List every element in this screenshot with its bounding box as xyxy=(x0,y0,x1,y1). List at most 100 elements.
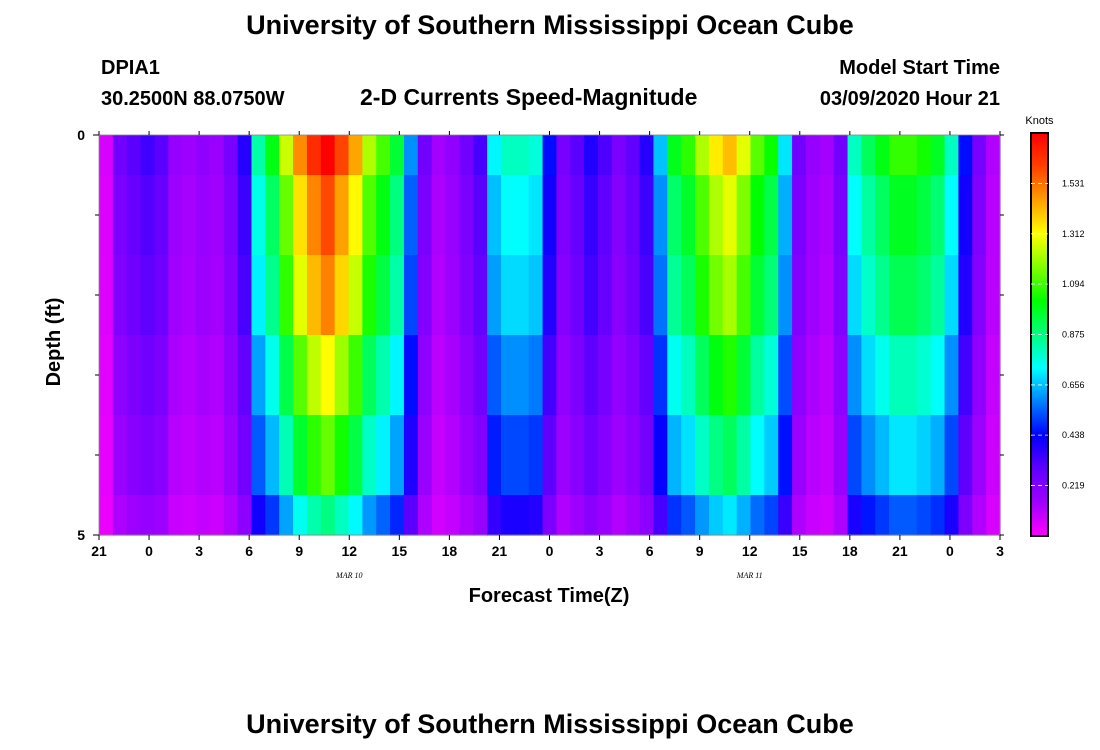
heatmap-cell xyxy=(972,295,987,336)
heatmap-cell xyxy=(348,375,363,416)
heatmap-cell xyxy=(223,135,239,176)
heatmap-cell xyxy=(833,295,849,336)
heatmap-cell xyxy=(889,335,904,376)
heatmap-cell xyxy=(528,175,544,216)
heatmap-cell xyxy=(154,255,169,296)
heatmap-cell xyxy=(944,375,960,416)
heatmap-cell xyxy=(99,175,114,216)
heatmap-cell xyxy=(306,415,322,456)
heatmap-cell xyxy=(639,415,655,456)
heatmap-cell xyxy=(875,495,890,536)
heatmap-cell xyxy=(348,455,363,496)
heatmap-cells xyxy=(99,135,1001,536)
heatmap-cell xyxy=(708,295,724,336)
heatmap-cell xyxy=(625,375,641,416)
heatmap-cell xyxy=(778,295,793,336)
heatmap-cell xyxy=(764,415,779,456)
heatmap-cell xyxy=(168,335,183,376)
heatmap-cell xyxy=(889,295,904,336)
heatmap-cell xyxy=(681,335,696,376)
heatmap-cell xyxy=(140,335,156,376)
heatmap-cell xyxy=(390,335,405,376)
heatmap-cell xyxy=(154,455,169,496)
heatmap-cell xyxy=(972,215,987,256)
heatmap-cell xyxy=(805,415,821,456)
colorbar-unit: Knots xyxy=(1025,115,1054,127)
heatmap-cell xyxy=(320,455,336,496)
heatmap-cell xyxy=(653,415,668,456)
heatmap-cell xyxy=(986,295,1001,336)
heatmap-cell xyxy=(639,375,655,416)
heatmap-cell xyxy=(625,215,641,256)
heatmap-cell xyxy=(695,135,710,176)
heatmap-cell xyxy=(528,375,544,416)
heatmap-cell xyxy=(847,375,862,416)
heatmap-cell xyxy=(792,215,807,256)
heatmap-cell xyxy=(376,495,391,536)
heatmap-cell xyxy=(625,135,641,176)
heatmap-cell xyxy=(306,215,322,256)
heatmap-cell xyxy=(126,455,142,496)
heatmap-cell xyxy=(986,375,1001,416)
heatmap-cell xyxy=(334,335,350,376)
heatmap-cell xyxy=(792,375,807,416)
heatmap-cell xyxy=(542,135,558,176)
heatmap-cell xyxy=(598,415,613,456)
heatmap-cell xyxy=(833,335,849,376)
heatmap-cell xyxy=(126,255,142,296)
heatmap-cell xyxy=(209,295,225,336)
heatmap-cell xyxy=(487,135,502,176)
heatmap-cell xyxy=(639,495,655,536)
heatmap-cell xyxy=(750,375,765,416)
heatmap-cell xyxy=(514,295,530,336)
heatmap-cell xyxy=(279,295,294,336)
heatmap-cell xyxy=(417,415,433,456)
heatmap-cell xyxy=(667,135,682,176)
heatmap-cell xyxy=(154,375,169,416)
heatmap-cell xyxy=(487,415,502,456)
heatmap-cell xyxy=(819,415,835,456)
heatmap-cell xyxy=(902,175,918,216)
heatmap-cell xyxy=(722,255,738,296)
heatmap-cell xyxy=(819,255,835,296)
colorbar-tick-label: 1.531 xyxy=(1062,178,1085,188)
heatmap-cell xyxy=(916,255,932,296)
heatmap-cell xyxy=(972,335,987,376)
heatmap-cell xyxy=(154,415,169,456)
heatmap-cell xyxy=(223,335,239,376)
heatmap-cell xyxy=(902,335,918,376)
heatmap-cell xyxy=(695,295,710,336)
heatmap-cell xyxy=(514,255,530,296)
heatmap-cell xyxy=(695,215,710,256)
heatmap-cell xyxy=(542,175,558,216)
heatmap-cell xyxy=(306,255,322,296)
heatmap-cell xyxy=(736,495,752,536)
x-tick-label: 18 xyxy=(442,543,458,559)
heatmap-cell xyxy=(722,455,738,496)
heatmap-cell xyxy=(334,215,350,256)
heatmap-cell xyxy=(653,335,668,376)
heatmap-cell xyxy=(542,375,558,416)
heatmap-cell xyxy=(889,135,904,176)
heatmap-cell xyxy=(930,295,946,336)
heatmap-cell xyxy=(708,135,724,176)
heatmap-cell xyxy=(778,175,793,216)
heatmap-cell xyxy=(334,455,350,496)
heatmap-cell xyxy=(750,215,765,256)
heatmap-cell xyxy=(930,175,946,216)
heatmap-cell xyxy=(459,455,474,496)
heatmap-cell xyxy=(875,255,890,296)
footer-title: University of Southern Mississippi Ocean… xyxy=(246,709,854,739)
heatmap-cell xyxy=(944,495,960,536)
heatmap-cell xyxy=(265,295,280,336)
heatmap-cell xyxy=(861,335,876,376)
station-coordinates: 30.2500N 88.0750W xyxy=(101,88,285,110)
heatmap-cell xyxy=(625,175,641,216)
heatmap-cell xyxy=(459,295,474,336)
heatmap-cell xyxy=(930,135,946,176)
heatmap-cell xyxy=(625,495,641,536)
heatmap-cell xyxy=(348,335,363,376)
heatmap-cell xyxy=(542,335,558,376)
heatmap-cell xyxy=(140,215,156,256)
heatmap-cell xyxy=(667,375,682,416)
